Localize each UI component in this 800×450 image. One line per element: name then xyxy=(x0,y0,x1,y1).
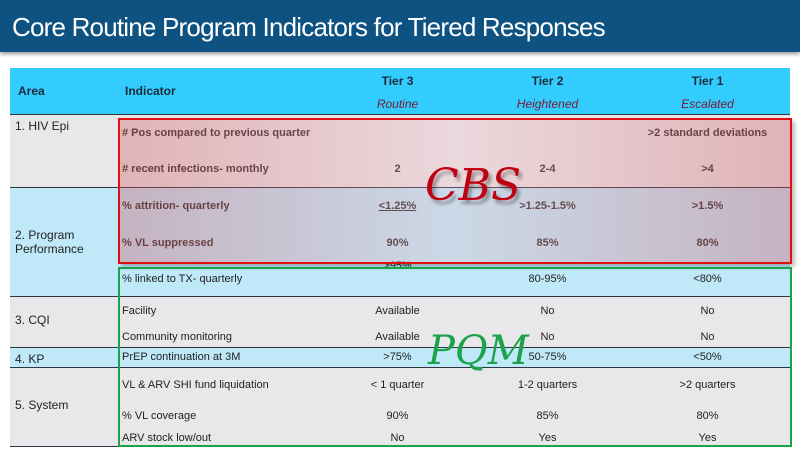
header-tier2: Tier 2 xyxy=(531,74,564,88)
tier-1-value: >4 xyxy=(625,163,790,175)
tier-1-value: No xyxy=(700,330,715,343)
tier-1-value: <80% xyxy=(693,272,722,285)
area-label: 3. CQI xyxy=(15,313,50,327)
tier-1-value: >2 quarters xyxy=(679,378,736,391)
area-label: 1. HIV Epi xyxy=(15,119,70,133)
header-tier3-level: Routine xyxy=(376,97,419,111)
indicator-label: # recent infections- monthly xyxy=(122,163,269,175)
cbs-label: CBS xyxy=(425,160,522,211)
header-tier3: Tier 3 xyxy=(381,74,414,88)
tier-1-value: 80% xyxy=(625,237,790,249)
area-label: 4. KP xyxy=(15,352,45,366)
tier-3-value: Available xyxy=(375,305,420,317)
tier-2-value: Yes xyxy=(538,431,557,444)
tier-2-value: 85% xyxy=(536,409,559,422)
indicator-label: # Pos compared to previous quarter xyxy=(122,127,310,139)
area-band xyxy=(10,188,790,297)
indicator-label: % attrition- quarterly xyxy=(122,200,230,212)
pqm-highlight-box xyxy=(118,267,792,447)
tier-1-value: <50% xyxy=(693,351,722,363)
area-band xyxy=(10,348,790,368)
tier-3-value: 90% xyxy=(325,237,470,249)
indicator-table: Area Indicator Tier 3 Routine Tier 2 Hei… xyxy=(10,68,790,448)
tier-2-value: 50-75% xyxy=(528,351,567,363)
tier-3-value: 90% xyxy=(386,409,409,422)
tier-1-value: >1.5% xyxy=(625,200,790,212)
tier-1-value: No xyxy=(700,305,715,317)
indicator-label: % linked to TX- quarterly xyxy=(122,272,243,285)
tier-1-value: >2 standard deviations xyxy=(625,127,790,139)
tier-2-value: 2-4 xyxy=(470,163,625,175)
tier-3-value: >75% xyxy=(383,351,412,363)
tier-1-value: 80% xyxy=(696,409,719,422)
table-header: Area Indicator Tier 3 Routine Tier 2 Hei… xyxy=(10,68,790,115)
slide-title: Core Routine Program Indicators for Tier… xyxy=(12,12,606,42)
indicator-label: Community monitoring xyxy=(122,330,233,343)
header-tier1: Tier 1 xyxy=(691,74,724,88)
area-band xyxy=(10,297,790,348)
tier-1-value: Yes xyxy=(698,431,717,444)
tier-2-value: No xyxy=(540,330,555,343)
indicator-label: % VL suppressed xyxy=(122,237,214,249)
tier-2-value: 1-2 quarters xyxy=(517,378,578,391)
area-band xyxy=(10,115,790,188)
tier-2-value: 80-95% xyxy=(528,272,567,285)
header-tier2-level: Heightened xyxy=(516,97,579,111)
area-label: 2. Program Performance xyxy=(15,228,84,256)
tier-2-value: >1.25-1.5% xyxy=(470,200,625,212)
indicator-label: ARV stock low/out xyxy=(122,431,212,444)
tier-3-value: <1.25% xyxy=(325,200,470,212)
indicator-label: Facility xyxy=(122,305,157,317)
title-bar: Core Routine Program Indicators for Tier… xyxy=(0,0,800,52)
tier-3-value: Available xyxy=(375,330,420,343)
indicator-label: VL & ARV SHI fund liquidation xyxy=(122,378,269,391)
tier-2-value: 85% xyxy=(470,237,625,249)
tier-3-value: No xyxy=(390,431,405,444)
tier-3-value: < 1 quarter xyxy=(370,378,425,391)
header-area: Area xyxy=(18,84,45,98)
area-label: 5. System xyxy=(15,398,69,412)
header-tier1-level: Escalated xyxy=(681,97,734,111)
indicator-label: PrEP continuation at 3M xyxy=(122,351,241,363)
pqm-label: PQM xyxy=(428,328,529,374)
cbs-highlight-box xyxy=(118,118,792,264)
tier-3-value: 2 xyxy=(325,163,470,175)
tier-2-value: No xyxy=(540,305,555,317)
indicator-label: % VL coverage xyxy=(122,409,197,422)
header-indicator: Indicator xyxy=(125,84,176,98)
